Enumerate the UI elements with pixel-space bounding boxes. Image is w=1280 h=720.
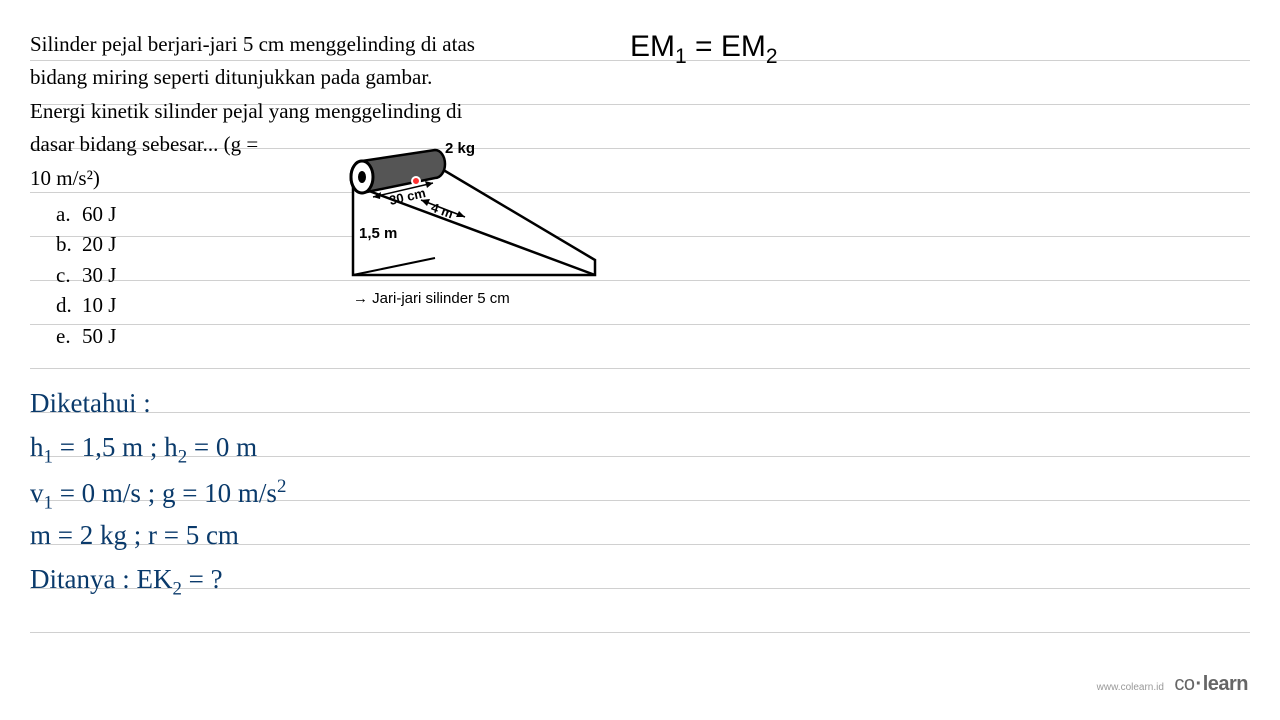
given-mass-radius: m = 2 kg ; r = 5 cm: [30, 520, 239, 551]
given-heading: Diketahui :: [30, 388, 151, 419]
mass-label: 2 kg: [445, 140, 475, 157]
question-line: Energi kinetik silinder pejal yang mengg…: [30, 97, 590, 126]
red-dot-marker: [411, 176, 421, 186]
given-heights: h1 = 1,5 m ; h2 = 0 m: [30, 432, 257, 468]
energy-equation: EM1 = EM2: [630, 30, 778, 69]
colearn-logo: co·learn: [1174, 673, 1248, 695]
footer-url: www.colearn.id: [1097, 682, 1164, 693]
given-velocity-gravity: v1 = 0 m/s ; g = 10 m/s2: [30, 476, 286, 514]
height-label: 1,5 m: [359, 225, 397, 242]
asked: Ditanya : EK2 = ?: [30, 564, 223, 600]
inclined-plane-diagram: 2 kg 30 cm 1,5 m 4 m → Jari-jari silinde…: [335, 145, 605, 335]
footer: www.colearn.id co·learn: [1097, 673, 1248, 696]
question-line: bidang miring seperti ditunjukkan pada g…: [30, 63, 590, 92]
diagram-caption: → Jari-jari silinder 5 cm: [353, 290, 510, 307]
question-line: Silinder pejal berjari-jari 5 cm menggel…: [30, 30, 590, 59]
